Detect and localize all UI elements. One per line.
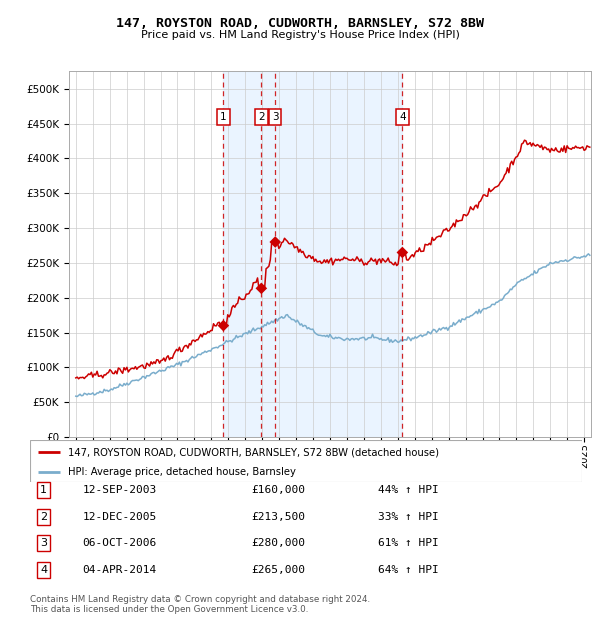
Text: £265,000: £265,000 — [251, 565, 305, 575]
Text: 4: 4 — [40, 565, 47, 575]
Text: 147, ROYSTON ROAD, CUDWORTH, BARNSLEY, S72 8BW (detached house): 147, ROYSTON ROAD, CUDWORTH, BARNSLEY, S… — [68, 447, 439, 457]
Text: Contains HM Land Registry data © Crown copyright and database right 2024.: Contains HM Land Registry data © Crown c… — [30, 595, 370, 604]
Text: 33% ↑ HPI: 33% ↑ HPI — [378, 512, 439, 522]
Text: 4: 4 — [399, 112, 406, 122]
Text: 3: 3 — [272, 112, 278, 122]
Text: HPI: Average price, detached house, Barnsley: HPI: Average price, detached house, Barn… — [68, 467, 295, 477]
Text: £280,000: £280,000 — [251, 538, 305, 548]
Text: 04-APR-2014: 04-APR-2014 — [82, 565, 157, 575]
Text: £160,000: £160,000 — [251, 485, 305, 495]
Text: 3: 3 — [40, 538, 47, 548]
Point — [271, 237, 280, 247]
Text: 147, ROYSTON ROAD, CUDWORTH, BARNSLEY, S72 8BW: 147, ROYSTON ROAD, CUDWORTH, BARNSLEY, S… — [116, 17, 484, 30]
Text: 2: 2 — [258, 112, 265, 122]
Text: 12-SEP-2003: 12-SEP-2003 — [82, 485, 157, 495]
Text: 1: 1 — [40, 485, 47, 495]
Text: 2: 2 — [40, 512, 47, 522]
Text: This data is licensed under the Open Government Licence v3.0.: This data is licensed under the Open Gov… — [30, 605, 308, 614]
Point — [257, 283, 266, 293]
Point — [398, 247, 407, 257]
Bar — [223, 71, 403, 437]
Text: 44% ↑ HPI: 44% ↑ HPI — [378, 485, 439, 495]
Text: £213,500: £213,500 — [251, 512, 305, 522]
Text: 12-DEC-2005: 12-DEC-2005 — [82, 512, 157, 522]
Text: 1: 1 — [220, 112, 227, 122]
Text: Price paid vs. HM Land Registry's House Price Index (HPI): Price paid vs. HM Land Registry's House … — [140, 30, 460, 40]
Text: 06-OCT-2006: 06-OCT-2006 — [82, 538, 157, 548]
Point — [218, 321, 228, 330]
Text: 64% ↑ HPI: 64% ↑ HPI — [378, 565, 439, 575]
Text: 61% ↑ HPI: 61% ↑ HPI — [378, 538, 439, 548]
